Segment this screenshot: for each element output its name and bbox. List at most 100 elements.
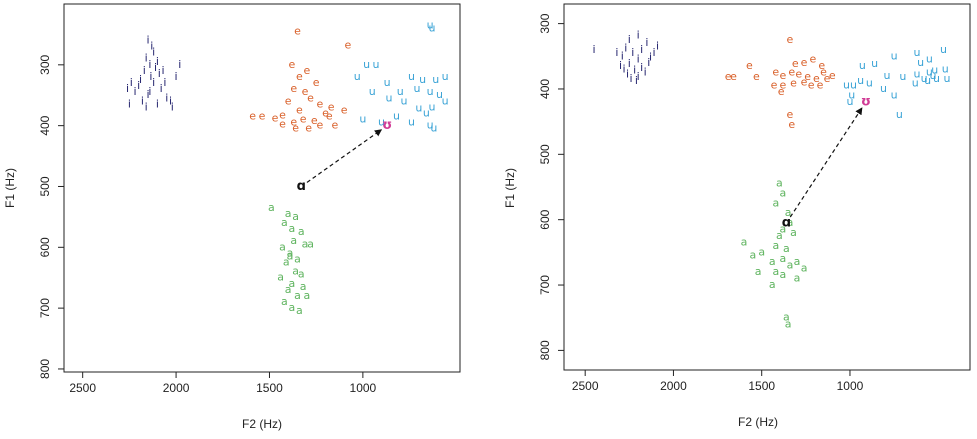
point-e: e (313, 76, 320, 89)
reference-point: ɑ (782, 215, 791, 230)
point-u: u (423, 106, 430, 119)
point-u: u (859, 59, 866, 72)
point-a: a (776, 177, 783, 190)
point-a: a (755, 265, 762, 278)
x-axis-title: F2 (Hz) (738, 415, 778, 429)
point-e: e (804, 70, 811, 83)
point-i: i (147, 33, 150, 46)
plot-frame (563, 3, 971, 371)
point-i: i (126, 82, 129, 95)
x-axis-title: F2 (Hz) (242, 417, 282, 431)
point-u: u (914, 46, 921, 59)
x-tick-label: 1500 (748, 379, 775, 393)
point-i: i (630, 72, 633, 85)
shift-arrow (306, 129, 383, 183)
point-a: a (783, 311, 790, 324)
point-i: i (622, 62, 625, 75)
point-u: u (896, 108, 903, 121)
point-i: i (640, 43, 643, 56)
point-u: u (359, 113, 366, 126)
point-u: u (369, 85, 376, 98)
reference-point: ʊ (861, 95, 871, 110)
point-e: e (279, 117, 286, 130)
point-i: i (633, 64, 636, 77)
point-e: e (824, 72, 831, 85)
y-tick-label: 800 (38, 359, 52, 379)
y-tick-label: 600 (538, 209, 552, 229)
point-u: u (384, 76, 391, 89)
point-a: a (750, 249, 757, 262)
point-u: u (427, 119, 434, 132)
point-a: a (769, 278, 776, 291)
point-e: e (296, 103, 303, 116)
point-e: e (290, 82, 297, 95)
point-i: i (137, 79, 140, 92)
point-e: e (820, 66, 827, 79)
point-i: i (656, 39, 659, 52)
point-e: e (279, 108, 286, 121)
point-a: a (785, 317, 792, 330)
shift-arrow (789, 107, 863, 218)
y-axis-title: F1 (Hz) (3, 168, 17, 208)
point-i: i (149, 70, 152, 83)
point-a: a (289, 301, 296, 314)
point-e: e (779, 79, 786, 92)
point-i: i (619, 59, 622, 72)
x-tick-label: 1500 (256, 381, 283, 395)
point-a: a (290, 234, 297, 247)
point-a: a (785, 206, 792, 219)
x-tick-label: 2000 (163, 381, 190, 395)
point-e: e (772, 66, 779, 79)
point-i: i (624, 41, 627, 54)
point-i: i (133, 85, 136, 98)
point-i: i (145, 52, 148, 65)
point-u: u (880, 82, 887, 95)
point-e: e (292, 122, 299, 135)
point-i: i (156, 55, 159, 68)
point-i: i (156, 97, 159, 110)
y-tick-label: 700 (538, 275, 552, 295)
point-u: u (408, 70, 415, 83)
point-e: e (818, 59, 825, 72)
point-u: u (442, 70, 449, 83)
point-i: i (615, 46, 618, 59)
point-i: i (143, 64, 146, 77)
point-e: e (779, 69, 786, 82)
point-i: i (130, 76, 133, 89)
point-i: i (139, 73, 142, 86)
point-a: a (780, 222, 787, 235)
point-u: u (393, 110, 400, 123)
y-tick-label: 300 (38, 54, 52, 74)
point-e: e (771, 79, 778, 92)
x-tick-label: 2500 (69, 381, 96, 395)
point-a: a (790, 226, 797, 239)
point-e: e (285, 94, 292, 107)
y-tick-label: 500 (38, 176, 52, 196)
point-i: i (128, 97, 131, 110)
y-tick-label: 600 (38, 237, 52, 257)
point-e: e (326, 110, 333, 123)
point-e: e (787, 108, 794, 121)
point-a: a (772, 265, 779, 278)
point-u: u (846, 95, 853, 108)
point-u: u (408, 116, 415, 129)
point-e: e (296, 70, 303, 83)
point-u: u (942, 62, 949, 75)
point-u: u (397, 85, 404, 98)
point-u: u (432, 73, 439, 86)
point-a: a (741, 236, 748, 249)
point-u: u (912, 77, 919, 90)
point-a: a (787, 216, 794, 229)
point-u: u (372, 58, 379, 71)
point-a: a (285, 207, 292, 220)
point-e: e (788, 118, 795, 131)
point-u: u (414, 82, 421, 95)
point-u: u (929, 69, 936, 82)
point-e: e (746, 59, 753, 72)
point-i: i (628, 33, 631, 46)
point-i: i (152, 46, 155, 59)
point-a: a (776, 229, 783, 242)
point-i: i (647, 56, 650, 69)
